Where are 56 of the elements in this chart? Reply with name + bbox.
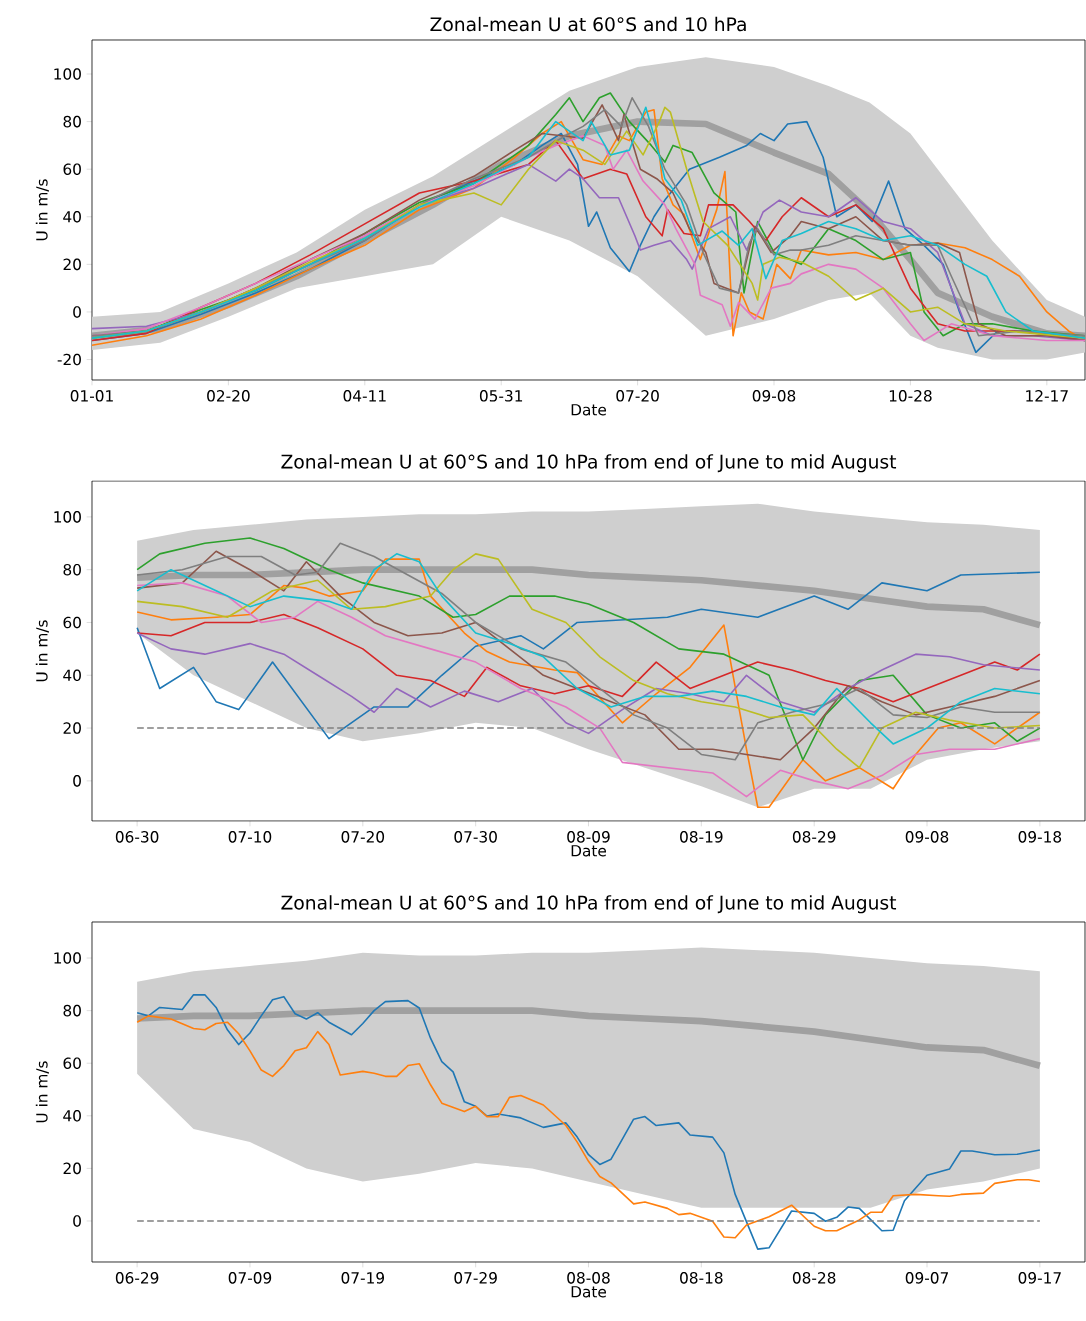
x-tick-label: 02-20 — [207, 390, 250, 402]
x-tick-label: 07-20 — [341, 831, 385, 843]
x-tick-label: 06-30 — [115, 831, 159, 843]
y-tick-label: 60 — [63, 616, 81, 629]
x-tick-label: 04-11 — [343, 390, 386, 402]
x-tick-label: 08-28 — [792, 1272, 836, 1284]
y-tick-label: 100 — [54, 511, 81, 523]
x-tick-label: 07-29 — [454, 1272, 497, 1284]
y-tick-label: 60 — [63, 1057, 81, 1069]
x-tick-label: 07-30 — [454, 831, 497, 843]
x-axis-title: Date — [571, 404, 607, 416]
x-tick-label: 09-08 — [905, 831, 949, 843]
x-tick-label: 08-19 — [680, 831, 723, 843]
y-tick-label: 80 — [63, 115, 81, 128]
line-series — [136, 613, 1041, 703]
x-tick-label: 09-17 — [1018, 1272, 1061, 1284]
x-tick-label: 12-17 — [1026, 390, 1068, 402]
y-tick-label: 100 — [54, 952, 81, 964]
x-tick-label: 07-09 — [228, 1272, 272, 1284]
y-tick-label: 20 — [63, 722, 81, 734]
y-tick-label: 60 — [63, 163, 81, 175]
y-tick-label: 40 — [63, 669, 81, 682]
x-tick-label: 08-18 — [680, 1272, 723, 1284]
x-tick-label: 08-29 — [792, 831, 836, 843]
x-tick-label: 10-28 — [889, 390, 932, 402]
y-tick-label: 20 — [63, 1162, 81, 1175]
y-tick-label: 40 — [63, 1110, 81, 1122]
x-tick-label: 01-01 — [70, 390, 113, 402]
y-tick-label: 0 — [73, 1215, 81, 1227]
y-tick-label: 80 — [63, 1004, 81, 1017]
y-tick-label: 20 — [63, 258, 81, 271]
x-axis-title: Date — [571, 845, 607, 857]
x-axis-title: Date — [571, 1286, 607, 1298]
chart-title: Zonal-mean U at 60°S and 10 hPa from end of June to mid August — [281, 454, 897, 473]
x-tick-label: 07-19 — [341, 1272, 385, 1284]
x-tick-label: 08-08 — [567, 1272, 610, 1284]
line-series — [136, 632, 1041, 735]
y-axis-title: U in m/s — [35, 179, 49, 241]
chart-title: Zonal-mean U at 60°S and 10 hPa from end of June to mid August — [281, 895, 897, 914]
x-tick-label: 08-09 — [567, 831, 610, 843]
y-tick-label: -20 — [57, 353, 81, 366]
y-tick-label: 0 — [73, 306, 81, 318]
y-tick-label: 0 — [73, 775, 81, 787]
x-tick-label: 09-07 — [905, 1272, 948, 1284]
x-tick-label: 05-31 — [479, 390, 523, 402]
y-axis-title: U in m/s — [35, 1061, 49, 1123]
chart-title: Zonal-mean U at 60°S and 10 hPa — [430, 16, 746, 32]
x-tick-label: 07-20 — [616, 390, 659, 402]
x-tick-label: 09-18 — [1018, 831, 1062, 843]
x-tick-label: 06-29 — [115, 1272, 159, 1284]
y-tick-label: 100 — [54, 68, 81, 80]
x-tick-label: 07-10 — [228, 831, 272, 843]
y-tick-label: 80 — [63, 563, 81, 576]
x-tick-label: 09-08 — [752, 390, 796, 402]
y-tick-label: 40 — [63, 210, 81, 223]
y-axis-title: U in m/s — [35, 620, 49, 682]
